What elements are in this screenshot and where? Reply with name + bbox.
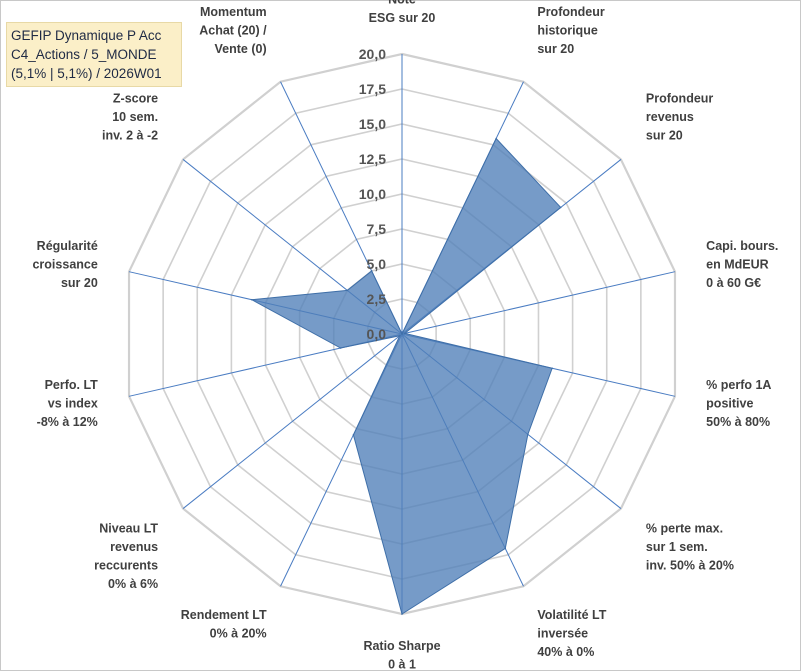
- radar-tick-labels: 0,0 2,5 5,0 7,5 10,0 12,5 15,0 17,5 20,0: [359, 46, 386, 342]
- axis-label-line: inversée: [537, 627, 588, 641]
- tick-label: 15,0: [359, 116, 386, 132]
- series-point: [559, 206, 562, 209]
- axis-label-line: Niveau LT: [99, 522, 158, 536]
- axis-label-line: historique: [537, 23, 597, 37]
- axis-label: Momentum Achat (20) / Vente (0): [199, 5, 267, 56]
- tick-label: 12,5: [359, 151, 386, 167]
- axis-label-line: sur 20: [537, 42, 574, 56]
- fund-title-box: GEFIP Dynamique P Acc C4_Actions / 5_MON…: [6, 22, 182, 87]
- series-point: [370, 270, 373, 272]
- axis-label: Ratio Sharpe 0 à 1: [363, 639, 440, 671]
- axis-label-line: Rendement LT: [181, 608, 267, 622]
- axis-label-line: Note: [388, 0, 416, 7]
- axis-label-line: 0% à 6%: [108, 577, 158, 591]
- axis-label-line: 0 à 60 G€: [706, 276, 761, 290]
- axis-label-line: revenus: [646, 110, 694, 124]
- tick-label: 5,0: [367, 256, 387, 272]
- axis-label: Niveau LT revenus reccurents 0% à 6%: [94, 522, 158, 592]
- radar-series: [250, 137, 562, 615]
- axis-spoke: [401, 271, 676, 335]
- tick-label: 2,5: [367, 291, 387, 307]
- series-point: [401, 613, 403, 615]
- series-area: [250, 137, 562, 615]
- axis-label-line: Achat (20) /: [199, 23, 267, 37]
- series-point: [399, 334, 401, 337]
- axis-label-line: ESG sur 20: [369, 11, 436, 25]
- axis-label-line: sur 20: [61, 276, 98, 290]
- axis-label-line: % perfo 1A: [706, 378, 771, 392]
- axis-label-line: 10 sem.: [112, 110, 158, 124]
- axis-label-line: inv. 2 à -2: [102, 128, 158, 142]
- series-point: [551, 367, 553, 370]
- axis-label-line: reccurents: [94, 559, 158, 573]
- axis-label-line: vs index: [48, 396, 98, 410]
- axis-label-line: croissance: [32, 258, 97, 272]
- axis-label-line: positive: [706, 396, 753, 410]
- axis-label-line: Momentum: [200, 5, 267, 19]
- axis-label-line: 0% à 20%: [210, 627, 267, 641]
- tick-label: 0,0: [367, 326, 387, 342]
- axis-label: Capi. bours. en MdEUR 0 à 60 G€: [706, 239, 778, 290]
- series-point: [403, 332, 406, 335]
- axis-label: Volatilité LT inversée 40% à 0%: [537, 608, 606, 659]
- axis-label: Profondeur historique sur 20: [537, 5, 604, 56]
- axis-label-line: Perfo. LT: [45, 378, 99, 392]
- tick-label: 10,0: [359, 186, 386, 202]
- axis-label-line: sur 20: [646, 128, 683, 142]
- tick-label: 17,5: [359, 81, 386, 97]
- axis-label: Perfo. LT vs index -8% à 12%: [37, 378, 99, 429]
- axis-label: Z-score 10 sem. inv. 2 à -2: [102, 91, 158, 142]
- axis-label-line: 50% à 80%: [706, 415, 770, 429]
- axis-label-line: 40% à 0%: [537, 645, 594, 659]
- fund-period-line: (5,1% | 5,1%) / 2026W01: [11, 66, 162, 81]
- series-point: [401, 333, 403, 335]
- axis-label-line: revenus: [110, 540, 158, 554]
- series-point: [251, 298, 253, 301]
- axis-label-line: Z-score: [113, 91, 158, 105]
- series-point: [504, 547, 507, 550]
- fund-title-line: GEFIP Dynamique P Acc: [11, 28, 162, 43]
- series-point: [339, 347, 342, 349]
- axis-label-line: -8% à 12%: [37, 415, 98, 429]
- tick-label: 20,0: [359, 46, 386, 62]
- axis-label-line: 0 à 1: [388, 658, 416, 671]
- axis-label-line: Régularité: [37, 239, 98, 253]
- axis-label-line: sur 1 sem.: [646, 540, 708, 554]
- series-point: [346, 289, 349, 292]
- axis-label-line: inv. 50% à 20%: [646, 559, 734, 573]
- axis-label-line: Profondeur: [646, 91, 713, 105]
- axis-label-line: % perte max.: [646, 522, 723, 536]
- radar-axis-labels: Note ESG sur 20 Profondeur historique sur 20…: [32, 0, 778, 671]
- axis-label-line: en MdEUR: [706, 258, 769, 272]
- series-point: [495, 137, 497, 140]
- axis-label-line: Ratio Sharpe: [363, 639, 440, 653]
- axis-label: Régularité croissance sur 20: [32, 239, 97, 290]
- axis-label: Note ESG sur 20: [369, 0, 436, 25]
- axis-label: Rendement LT 0% à 20%: [181, 608, 267, 641]
- axis-label-line: Vente (0): [215, 42, 267, 56]
- axis-label-line: Capi. bours.: [706, 239, 778, 253]
- axis-label-line: Profondeur: [537, 5, 604, 19]
- axis-label: % perte max. sur 1 sem. inv. 50% à 20%: [646, 522, 734, 573]
- series-point: [352, 434, 355, 436]
- axis-spoke: [182, 333, 403, 509]
- axis-label-line: Volatilité LT: [537, 608, 606, 622]
- axis-label: Profondeur revenus sur 20: [646, 91, 713, 142]
- series-point: [527, 433, 529, 436]
- axis-label: % perfo 1A positive 50% à 80%: [706, 378, 771, 429]
- tick-label: 7,5: [367, 221, 387, 237]
- fund-category-line: C4_Actions / 5_MONDE: [11, 47, 157, 62]
